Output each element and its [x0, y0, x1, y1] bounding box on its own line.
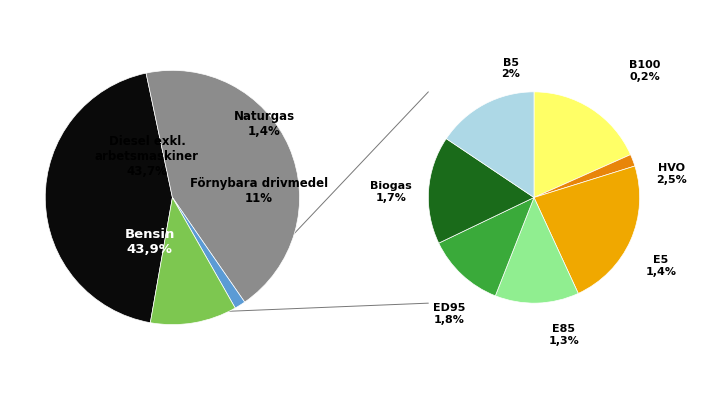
Text: Diesel exkl.
arbetsmaskiner
43,7%: Diesel exkl. arbetsmaskiner 43,7% [95, 135, 199, 178]
Wedge shape [46, 73, 172, 323]
Text: ED95
1,8%: ED95 1,8% [434, 303, 466, 325]
Text: Naturgas
1,4%: Naturgas 1,4% [234, 110, 295, 138]
Wedge shape [429, 139, 534, 243]
Wedge shape [446, 92, 534, 198]
Text: B100
0,2%: B100 0,2% [629, 60, 661, 81]
Text: B5
2%: B5 2% [501, 58, 520, 79]
Text: E85
1,3%: E85 1,3% [548, 324, 579, 346]
Wedge shape [534, 166, 639, 293]
Text: Biogas
1,7%: Biogas 1,7% [370, 181, 412, 203]
Text: Bensin
43,9%: Bensin 43,9% [125, 228, 174, 256]
Wedge shape [172, 198, 245, 308]
Wedge shape [496, 198, 578, 303]
Text: Förnybara drivmedel
11%: Förnybara drivmedel 11% [190, 177, 328, 205]
Wedge shape [146, 70, 300, 302]
Wedge shape [534, 92, 631, 198]
Wedge shape [150, 198, 235, 325]
Wedge shape [439, 198, 534, 296]
Text: HVO
2,5%: HVO 2,5% [656, 164, 686, 185]
Wedge shape [534, 154, 635, 198]
Text: E5
1,4%: E5 1,4% [645, 256, 676, 277]
